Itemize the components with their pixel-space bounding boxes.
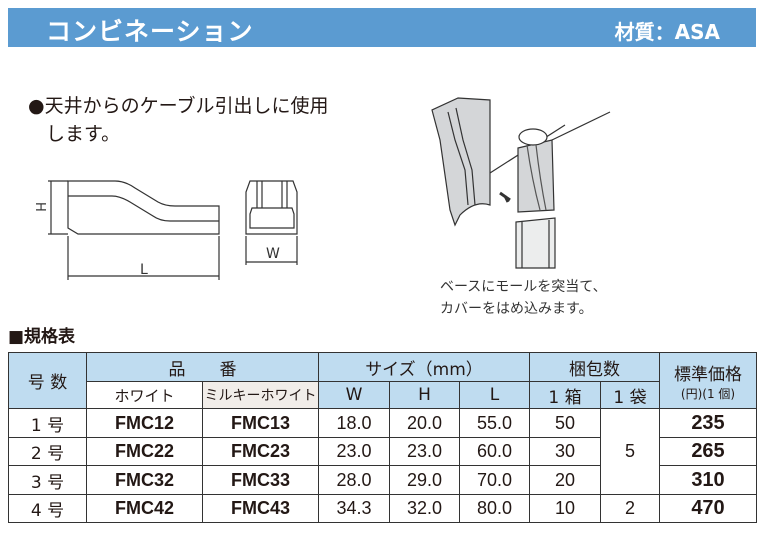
cell-h: 23.0 — [389, 437, 460, 466]
cell-box: 10 — [529, 494, 601, 523]
cell-milky: FMC23 — [202, 437, 319, 466]
cell-box: 30 — [529, 437, 601, 466]
cell-h: 29.0 — [389, 465, 460, 495]
cell-milky: FMC13 — [202, 408, 319, 438]
col-w: W — [318, 381, 390, 409]
cell-box: 50 — [529, 408, 601, 438]
cell-price: 470 — [659, 494, 757, 523]
installation-caption: ベースにモールを突当て、 カバーをはめ込みます。 — [440, 276, 607, 320]
cell-box: 20 — [529, 465, 601, 495]
cell-w: 28.0 — [318, 465, 390, 495]
cell-number: 4 号 — [8, 494, 87, 523]
page-title: コンビネーション — [46, 17, 254, 46]
cell-w: 34.3 — [318, 494, 390, 523]
cell-l: 70.0 — [459, 465, 530, 495]
description: ●天井からのケーブル引出しに使用 します。 — [28, 92, 388, 148]
col-box: 1 箱 — [529, 381, 601, 409]
description-line-2: します。 — [46, 123, 121, 145]
cell-number: 2 号 — [8, 437, 87, 466]
caption-line-1: ベースにモールを突当て、 — [440, 279, 607, 295]
col-l: L — [459, 381, 530, 409]
cell-white: FMC12 — [86, 408, 203, 438]
col-milky-white: ミルキーホワイト — [202, 381, 319, 409]
installation-drawing — [431, 97, 611, 269]
table-row: 4 号 FMC42 FMC43 34.3 32.0 80.0 10 2 470 — [8, 494, 757, 523]
material-label: 材質：ASA — [614, 20, 720, 44]
col-part-no: 品 番 — [86, 352, 319, 382]
front-view-drawing: W — [245, 180, 298, 265]
cell-milky: FMC43 — [202, 494, 319, 523]
price-header: 標準価格 — [674, 364, 742, 385]
cell-price: 235 — [659, 408, 757, 438]
table-header-row: 号 数 品 番 サイズ（mm） 梱包数 標準価格 (円)(1 個) — [8, 352, 757, 409]
cell-l: 55.0 — [459, 408, 530, 438]
l-label: L — [140, 262, 148, 278]
side-view-drawing: H L — [32, 180, 220, 280]
col-packing: 梱包数 — [529, 352, 660, 382]
cell-white: FMC32 — [86, 465, 203, 495]
table-row: 1 号 FMC12 FMC13 18.0 20.0 55.0 50 5 235 — [8, 408, 757, 495]
cell-number: 1 号 — [8, 408, 87, 438]
cell-l: 80.0 — [459, 494, 530, 523]
cell-white: FMC42 — [86, 494, 203, 523]
cell-w: 18.0 — [318, 408, 390, 438]
spec-table: 号 数 品 番 サイズ（mm） 梱包数 標準価格 (円)(1 個) ホワイト ミル… — [8, 352, 757, 523]
cell-bag-shared: 5 — [600, 408, 660, 495]
cell-bag: 2 — [600, 494, 660, 523]
section-title: ■規格表 — [8, 327, 76, 347]
col-size: サイズ（mm） — [318, 352, 530, 382]
w-label: W — [266, 246, 280, 262]
product-drawings: H L W — [32, 97, 611, 280]
col-price: 標準価格 (円)(1 個) — [659, 352, 757, 409]
table-subheader-row: ホワイト ミルキーホワイト W H L 1 箱 1 袋 — [9, 381, 757, 409]
description-line-1: ●天井からのケーブル引出しに使用 — [28, 95, 329, 117]
cell-milky: FMC33 — [202, 465, 319, 495]
cell-price: 310 — [659, 465, 757, 495]
col-number: 号 数 — [8, 352, 87, 409]
cell-white: FMC22 — [86, 437, 203, 466]
cell-number: 3 号 — [8, 465, 87, 495]
h-label: H — [32, 202, 47, 212]
col-bag: 1 袋 — [600, 381, 660, 409]
cell-price: 265 — [659, 437, 757, 466]
cell-h: 20.0 — [389, 408, 460, 438]
cell-l: 60.0 — [459, 437, 530, 466]
price-unit: (円)(1 個) — [680, 386, 736, 401]
caption-line-2: カバーをはめ込みます。 — [440, 301, 593, 317]
col-white: ホワイト — [86, 381, 203, 409]
title-bar: コンビネーション 材質：ASA — [8, 8, 756, 47]
cell-w: 23.0 — [318, 437, 390, 466]
col-h: H — [389, 381, 460, 409]
cell-h: 32.0 — [389, 494, 460, 523]
table-row: 2 号 FMC22 FMC23 23.0 23.0 60.0 30 265 — [8, 437, 757, 466]
